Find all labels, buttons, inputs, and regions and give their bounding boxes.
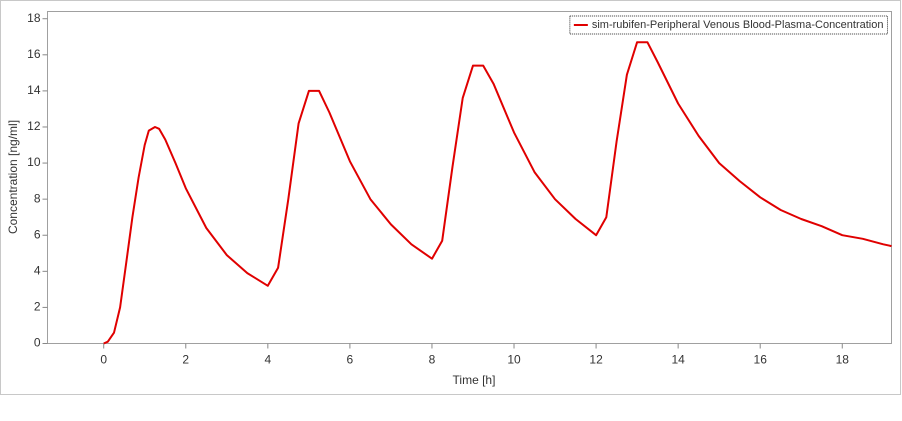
y-tick-label: 4 bbox=[34, 263, 41, 277]
x-tick-label: 12 bbox=[589, 353, 603, 367]
y-tick-label: 2 bbox=[34, 300, 41, 314]
legend-box bbox=[569, 15, 888, 35]
x-tick-label: 6 bbox=[347, 353, 354, 367]
x-tick-label: 8 bbox=[429, 353, 436, 367]
y-tick-label: 10 bbox=[27, 155, 41, 169]
x-tick-label: 2 bbox=[182, 353, 189, 367]
x-tick-label: 4 bbox=[264, 353, 271, 367]
x-tick-label: 10 bbox=[507, 353, 521, 367]
y-tick-label: 16 bbox=[27, 47, 41, 61]
line bbox=[103, 41, 892, 345]
y-tick-label: 12 bbox=[27, 119, 41, 133]
x-tick-label: 0 bbox=[100, 353, 107, 367]
legend-label: sim-rubifen-Peripheral Venous Blood-Plas… bbox=[592, 19, 884, 31]
x-tick-label: 18 bbox=[836, 353, 850, 367]
y-tick-label: 6 bbox=[34, 227, 41, 241]
y-axis-label: Concentration [ng/ml] bbox=[6, 120, 20, 234]
y-tick-label: 18 bbox=[27, 11, 41, 25]
y-tick-label: 0 bbox=[34, 336, 41, 350]
y-tick-label: 8 bbox=[34, 191, 41, 205]
y-tick-label: 14 bbox=[27, 83, 41, 97]
x-axis-label: Time [h] bbox=[453, 373, 496, 387]
x-tick-label: 16 bbox=[754, 353, 768, 367]
plot-area bbox=[47, 11, 892, 344]
x-tick-label: 14 bbox=[671, 353, 685, 367]
